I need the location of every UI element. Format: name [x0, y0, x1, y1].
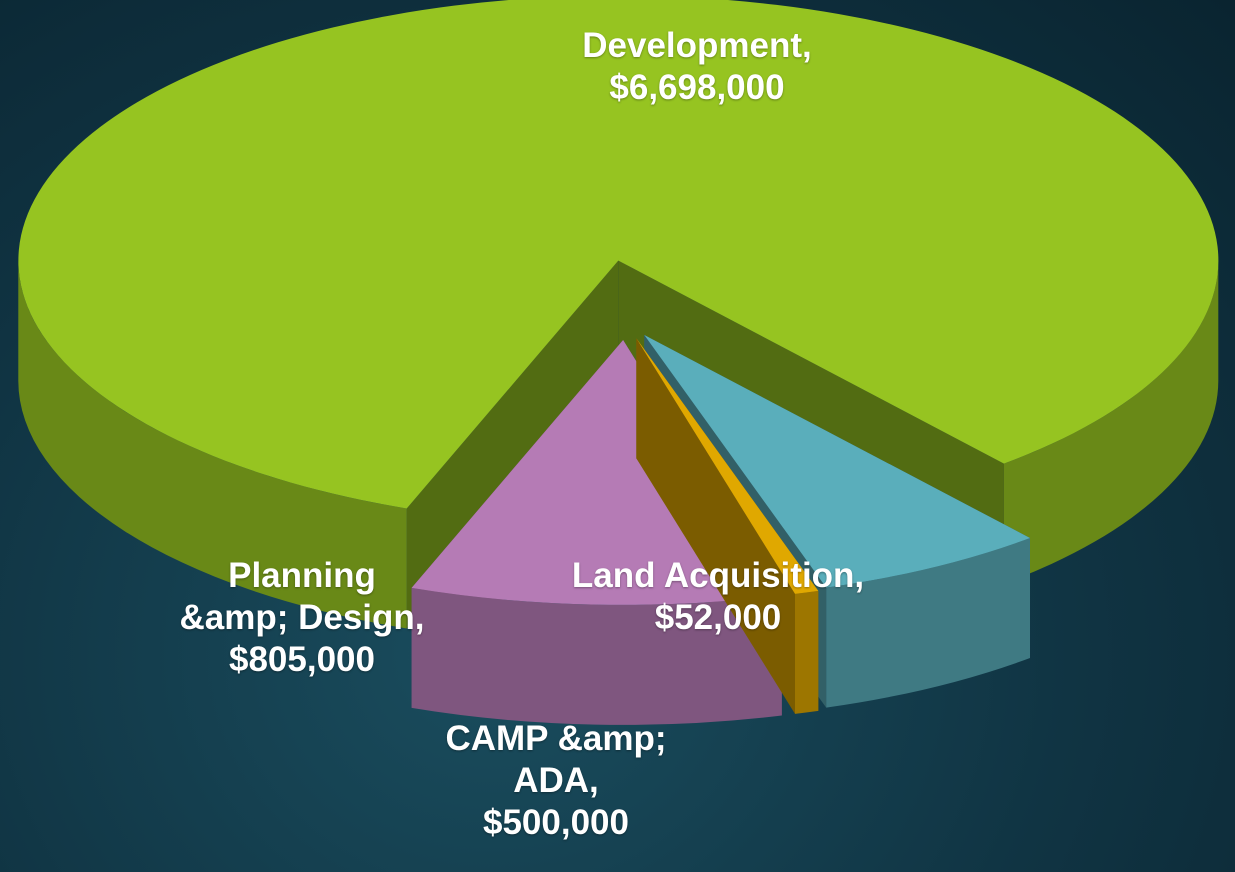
value-label: $52,000	[654, 598, 782, 637]
data-label: CAMP &amp; ADA, $500,000	[426, 718, 686, 844]
data-label: Planning &amp; Design, $805,000	[172, 555, 432, 681]
slice-side	[826, 538, 1030, 708]
data-label: Development, $6,698,000	[527, 25, 867, 109]
slice-side	[411, 587, 782, 725]
slice-side	[1003, 260, 1219, 584]
slice-side	[795, 590, 819, 714]
value-label: $805,000	[229, 640, 375, 679]
slice-side	[636, 338, 795, 714]
slice	[636, 338, 819, 714]
slice	[644, 335, 1030, 588]
category-label: Planning &amp; Design,	[179, 556, 425, 637]
slice-side	[18, 260, 407, 629]
data-label: Land Acquisition, $52,000	[558, 555, 878, 639]
slice	[18, 0, 1219, 509]
category-label: Land Acquisition,	[571, 556, 865, 595]
slice	[636, 338, 819, 594]
value-label: $500,000	[483, 803, 629, 842]
value-label: $6,698,000	[609, 68, 785, 107]
category-label: CAMP &amp; ADA,	[445, 719, 667, 800]
category-label: Development,	[582, 26, 812, 65]
